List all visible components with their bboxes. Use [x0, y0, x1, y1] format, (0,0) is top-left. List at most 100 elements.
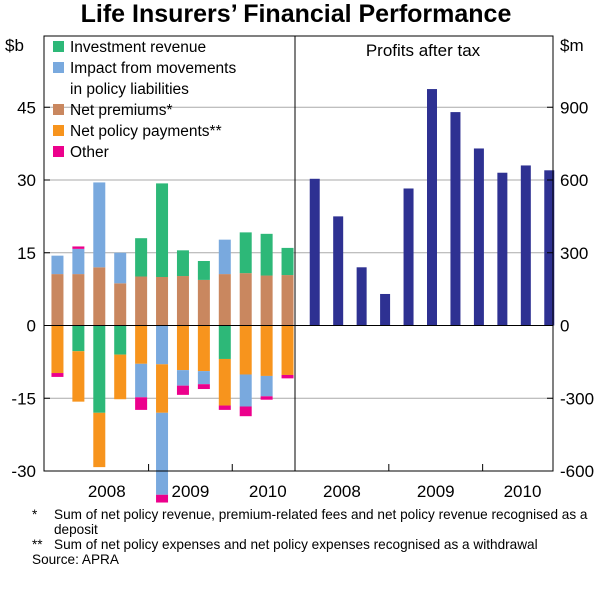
bar-other [218, 405, 231, 410]
right-y-tick: -300 [560, 389, 594, 408]
bar-profit [450, 112, 461, 326]
x-label-left: 2008 [88, 482, 126, 501]
legend-swatch-premiums [53, 104, 64, 115]
bar-profit [520, 165, 531, 326]
bar-profit [333, 216, 344, 326]
left-y-tick: 45 [17, 98, 36, 117]
footnote-premiums: * Sum of net policy revenue, premium-rel… [32, 507, 592, 537]
bar-payments [93, 412, 106, 468]
bar-liabilities [114, 252, 127, 284]
x-label-left: 2009 [172, 482, 210, 501]
bar-payments [176, 325, 189, 371]
legend-label-investment: Investment revenue [70, 39, 206, 56]
bar-payments [135, 325, 148, 364]
right-y-tick: -600 [560, 462, 594, 481]
bar-payments [218, 358, 231, 406]
chart-title: Life Insurers’ Financial Performance [81, 0, 512, 28]
bars [51, 89, 555, 503]
left-y-tick: 0 [27, 317, 36, 336]
bar-liabilities [197, 371, 210, 385]
bar-investment [239, 232, 252, 274]
bar-profit [497, 172, 508, 326]
bar-investment [197, 260, 210, 280]
right-y-tick: 900 [560, 98, 588, 117]
bar-premiums [72, 274, 85, 326]
bar-payments [197, 325, 210, 372]
bar-profit [544, 170, 555, 326]
bar-premiums [93, 267, 106, 326]
bar-premiums [135, 276, 148, 326]
bar-premiums [239, 273, 252, 326]
bar-payments [72, 351, 85, 402]
legend-label-premiums: Net premiums* [70, 102, 173, 119]
bar-payments [51, 325, 64, 374]
profits-panel-title: Profits after tax [366, 41, 481, 60]
bar-other [135, 397, 148, 410]
gridlines [44, 106, 553, 399]
bar-profit [356, 267, 367, 326]
bar-premiums [156, 277, 169, 326]
bar-other [239, 406, 252, 417]
bar-payments [239, 325, 252, 375]
bar-other [197, 384, 210, 390]
bar-other [72, 246, 85, 249]
bar-premiums [51, 274, 64, 326]
x-label-right: 2010 [504, 482, 542, 501]
right-y-tick: 300 [560, 244, 588, 263]
bar-payments [156, 364, 169, 413]
bar-investment [176, 250, 189, 277]
plot-frame [43, 35, 554, 472]
legend-label-liabilities: Impact from movements [70, 60, 236, 77]
legend-label-other: Other [70, 144, 109, 161]
left-y-tick: -30 [11, 462, 36, 481]
bar-premiums [197, 279, 210, 326]
bar-liabilities [93, 182, 106, 268]
legend: Investment revenue Impact from movements i… [53, 39, 236, 161]
x-label-right: 2009 [417, 482, 455, 501]
bar-payments [281, 325, 294, 375]
bar-profit [309, 178, 320, 326]
footnote-payments: ** Sum of net policy expenses and net po… [32, 537, 592, 552]
legend-swatch-payments [53, 125, 64, 136]
left-y-tick: 15 [17, 244, 36, 263]
bar-liabilities [260, 375, 273, 397]
x-label-right: 2008 [323, 482, 361, 501]
bar-other [176, 385, 189, 395]
source-note: Source: APRA [32, 552, 119, 567]
bar-other [51, 373, 64, 377]
bar-liabilities [156, 412, 169, 495]
axis-ticks: -30 -15 0 15 30 45 -600 -300 0 300 600 900 2008 2009 2… [11, 98, 594, 501]
plot-border [43, 35, 554, 472]
bar-other [281, 374, 294, 379]
footnote-mark: ** [32, 537, 43, 552]
bar-investment [135, 238, 148, 277]
bar-premiums [281, 275, 294, 326]
bar-payments [260, 325, 273, 376]
bar-profit [473, 148, 484, 326]
left-y-tick: -15 [11, 389, 36, 408]
bar-investment [114, 325, 127, 355]
x-label-left: 2010 [249, 482, 287, 501]
right-y-tick: 600 [560, 171, 588, 190]
legend-label-liabilities-line2: in policy liabilities [70, 81, 189, 98]
bar-premiums [114, 283, 127, 326]
chart: Life Insurers’ Financial Performance $b … [5, 0, 594, 503]
right-unit-label: $m [560, 36, 584, 55]
bar-liabilities [239, 374, 252, 407]
bar-profit [380, 293, 391, 326]
bar-premiums [260, 275, 273, 326]
right-y-tick: 0 [560, 317, 569, 336]
bar-payments [114, 354, 127, 400]
bar-investment [260, 233, 273, 276]
footnote-text: Sum of net policy expenses and net polic… [54, 537, 538, 552]
left-unit-label: $b [5, 36, 24, 55]
footnotes: * Sum of net policy revenue, premium-rel… [32, 507, 592, 567]
bar-profit [403, 188, 414, 326]
legend-swatch-investment [53, 41, 64, 52]
bar-premiums [218, 274, 231, 326]
bar-liabilities [135, 363, 148, 398]
footnote-mark: * [32, 507, 38, 522]
bar-investment [218, 325, 231, 359]
bar-other [260, 396, 273, 400]
bar-liabilities [156, 325, 169, 365]
